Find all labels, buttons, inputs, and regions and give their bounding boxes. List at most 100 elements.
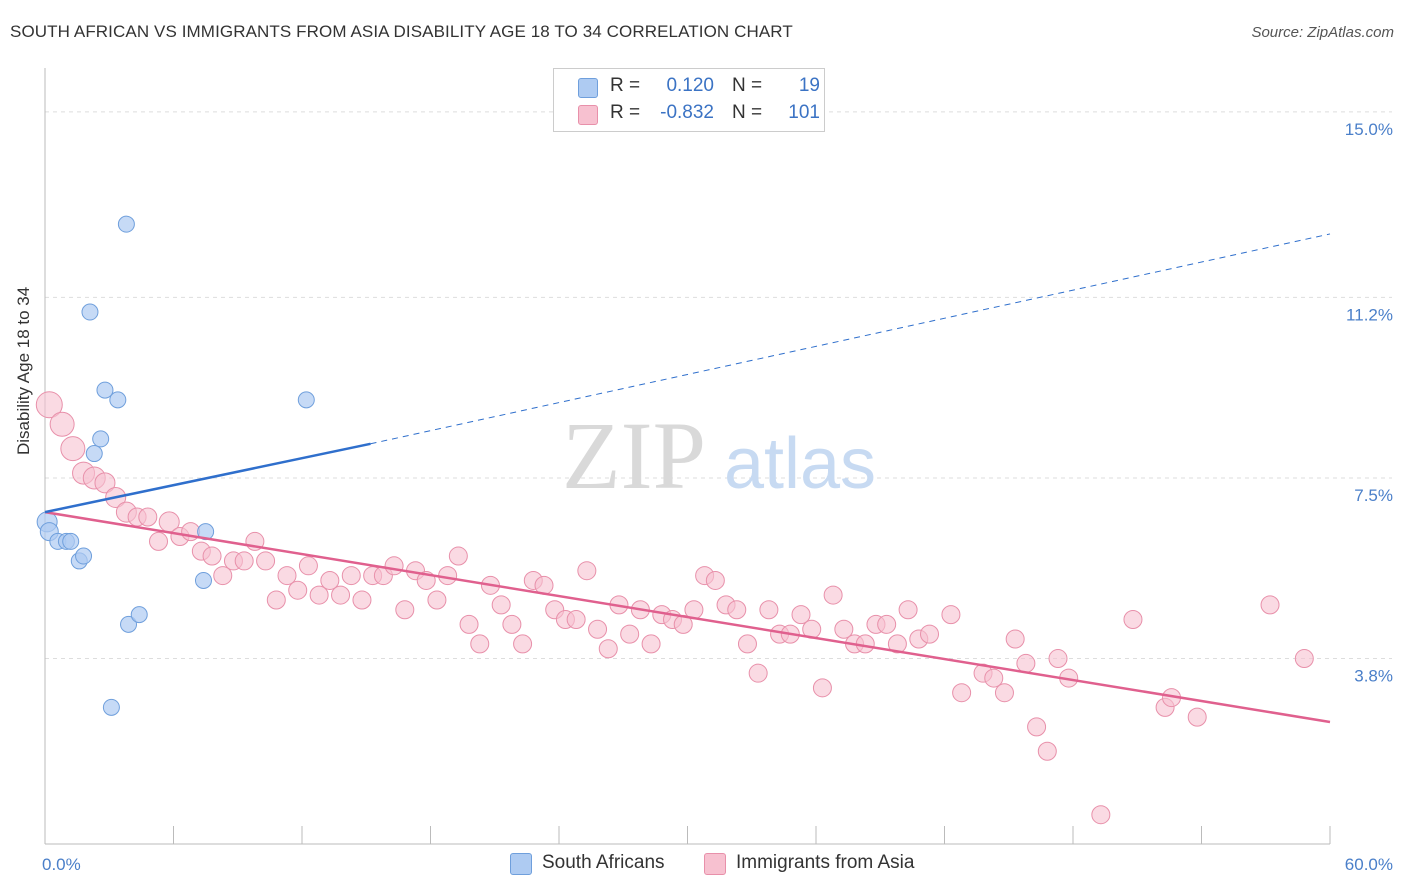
asia-point <box>1187 707 1207 727</box>
legend-n-label: N = <box>732 75 763 96</box>
asia-point <box>759 600 779 620</box>
trend-lines <box>44 233 1331 724</box>
asia-point <box>1016 653 1036 673</box>
legend-r-label: R = <box>610 75 641 96</box>
asia-point <box>823 585 843 605</box>
tick-labels: 3.8% 7.5% 11.2% 15.0% 0.0% 60.0% <box>42 120 1393 874</box>
asia-point <box>491 595 511 615</box>
asia-point <box>1123 609 1143 629</box>
asia-point <box>49 411 75 437</box>
grid-lines <box>45 111 1392 660</box>
watermark-atlas: atlas <box>724 424 876 504</box>
south-african-point <box>109 391 127 409</box>
asia-point <box>920 624 940 644</box>
south-african-point <box>96 381 114 399</box>
legend-n-value-asia: 101 <box>788 102 820 123</box>
bottom-legend-swatch-pink <box>704 853 726 875</box>
asia-point <box>448 546 468 566</box>
asia-point <box>748 663 768 683</box>
chart-title: SOUTH AFRICAN VS IMMIGRANTS FROM ASIA DI… <box>10 22 793 41</box>
y-tick-label: 7.5% <box>1354 486 1393 505</box>
asia-point <box>352 590 372 610</box>
south-african-point <box>194 571 212 589</box>
asia-point <box>288 580 308 600</box>
asia-point <box>438 566 458 586</box>
x-tick-label-min: 0.0% <box>42 855 81 874</box>
asia-point <box>256 551 276 571</box>
asia-point <box>149 531 169 551</box>
asia-point <box>298 556 318 576</box>
legend-swatch-pink <box>578 105 598 125</box>
south-african-point <box>81 303 99 321</box>
asia-point <box>1037 741 1057 761</box>
south-african-point <box>92 430 110 448</box>
asia-point <box>213 566 233 586</box>
asia-point <box>1005 629 1025 649</box>
asia-point <box>266 590 286 610</box>
asia-point <box>341 566 361 586</box>
asia-trend-line <box>44 510 1331 724</box>
south-african-point <box>130 606 148 624</box>
south-african-point <box>297 391 315 409</box>
asia-point <box>320 570 340 590</box>
asia-point <box>588 619 608 639</box>
axes <box>44 68 1331 845</box>
asia-point <box>94 472 116 494</box>
asia-point <box>384 556 404 576</box>
legend-r-value-asia: -0.832 <box>660 102 714 123</box>
asia-point <box>791 605 811 625</box>
legend-n-value-south-africans: 19 <box>798 75 820 96</box>
bottom-legend-label-south-africans: South Africans <box>542 852 665 873</box>
asia-point <box>202 546 222 566</box>
south-african-point <box>117 215 135 233</box>
asia-point <box>984 668 1004 688</box>
south-african-trend-line <box>44 442 371 514</box>
asia-point <box>898 600 918 620</box>
asia-point <box>395 600 415 620</box>
legend-n-label: N = <box>732 102 763 123</box>
x-tick-label-max: 60.0% <box>1345 855 1393 874</box>
asia-point <box>459 614 479 634</box>
asia-point <box>812 678 832 698</box>
south-african-point <box>75 547 93 565</box>
asia-point <box>309 585 329 605</box>
asia-point <box>641 634 661 654</box>
asia-point <box>234 551 254 571</box>
asia-point <box>577 561 597 581</box>
south-african-point <box>120 615 138 633</box>
asia-point <box>502 614 522 634</box>
asia-point <box>1048 649 1068 669</box>
asia-point <box>138 507 158 527</box>
south-african-point <box>197 523 215 541</box>
asia-point <box>35 391 63 419</box>
asia-point <box>427 590 447 610</box>
asia-point <box>994 683 1014 703</box>
asia-point <box>834 619 854 639</box>
asia-point <box>737 634 757 654</box>
south-african-trend-extension <box>370 233 1331 445</box>
asia-point <box>331 585 351 605</box>
south-african-point <box>102 698 120 716</box>
asia-point <box>941 605 961 625</box>
source-label: Source: ZipAtlas.com <box>1251 24 1394 41</box>
watermark-zip: ZIP <box>562 402 706 509</box>
legend-r-label: R = <box>610 102 641 123</box>
asia-point <box>705 570 725 590</box>
asia-point <box>60 436 86 462</box>
y-tick-label: 15.0% <box>1345 120 1393 139</box>
asia-point <box>1091 805 1111 825</box>
south-african-point <box>85 445 103 463</box>
asia-point <box>952 683 972 703</box>
asia-point <box>566 609 586 629</box>
asia-point <box>598 639 618 659</box>
bottom-legend-label-asia: Immigrants from Asia <box>736 852 915 873</box>
legend-swatch-blue <box>578 78 598 98</box>
south-african-points <box>36 215 315 716</box>
asia-point <box>513 634 533 654</box>
legend-r-value-south-africans: 0.120 <box>666 75 714 96</box>
asia-point <box>1260 595 1280 615</box>
asia-point <box>470 634 490 654</box>
asia-point <box>277 566 297 586</box>
asia-point <box>620 624 640 644</box>
y-tick-label: 11.2% <box>1346 305 1393 324</box>
